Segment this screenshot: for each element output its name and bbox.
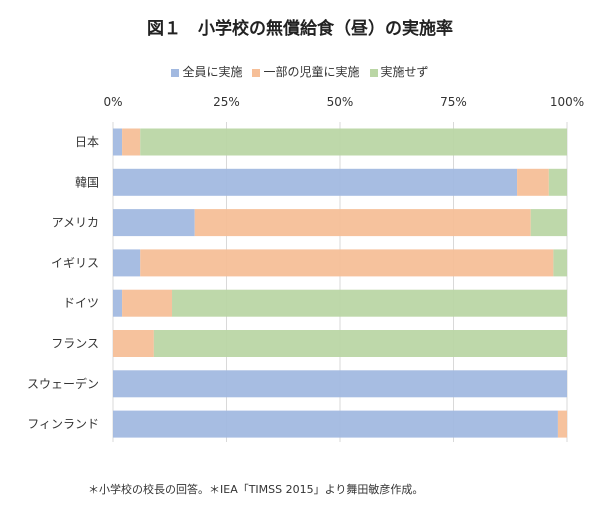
legend: 全員に実施 一部の児童に実施 実施せず <box>0 63 600 80</box>
y-tick-label: アメリカ <box>52 216 99 230</box>
bar-segment <box>113 249 141 277</box>
chart-title: 図１ 小学校の無償給食（昼）の実施率 <box>147 19 453 39</box>
y-tick-label: ドイツ <box>63 296 99 310</box>
legend-swatch <box>171 68 180 77</box>
bar-segment <box>530 209 567 237</box>
legend-label: 実施せず <box>380 65 429 79</box>
x-tick-label: 25% <box>213 95 240 109</box>
bar-segment <box>113 209 195 237</box>
x-tick-label: 0% <box>103 95 122 109</box>
legend-item: 全員に実施 <box>171 63 242 80</box>
bar-segment <box>557 410 567 438</box>
bar-segment <box>553 249 567 277</box>
bar-segment <box>140 249 554 277</box>
bar-segment <box>194 209 531 237</box>
legend-swatch <box>369 68 378 77</box>
bar-segment <box>113 410 558 438</box>
bar-segment <box>517 168 549 196</box>
y-tick-label: 韓国 <box>75 175 99 189</box>
legend-item: 一部の児童に実施 <box>252 63 360 80</box>
bar-segment <box>548 168 567 196</box>
bar-segment <box>113 168 518 196</box>
x-tick-label: 75% <box>440 95 467 109</box>
legend-label: 全員に実施 <box>182 65 243 79</box>
bar-segment <box>122 128 141 156</box>
y-tick-label: フィンランド <box>27 417 99 431</box>
y-tick-label: 日本 <box>75 135 99 149</box>
y-tick-label: フランス <box>51 337 99 351</box>
x-tick-label: 100% <box>550 95 584 109</box>
legend-item: 実施せず <box>369 63 429 80</box>
y-tick-label: スウェーデン <box>27 376 99 391</box>
bar-segment <box>113 289 123 317</box>
y-tick-label: イギリス <box>51 256 99 270</box>
legend-swatch <box>252 68 261 77</box>
bar-segment <box>113 370 567 398</box>
bar-segment <box>140 128 568 156</box>
bar-segment <box>172 289 567 317</box>
bar-segment <box>113 128 123 156</box>
x-tick-label: 50% <box>327 95 354 109</box>
footnote: ＊小学校の校長の回答。＊IEA「TIMSS 2015」より舞田敏彦作成。 <box>88 483 424 496</box>
bar-segment <box>153 330 568 357</box>
legend-label: 一部の児童に実施 <box>263 65 360 79</box>
bar-segment <box>122 289 173 317</box>
bar-segment <box>113 330 154 357</box>
